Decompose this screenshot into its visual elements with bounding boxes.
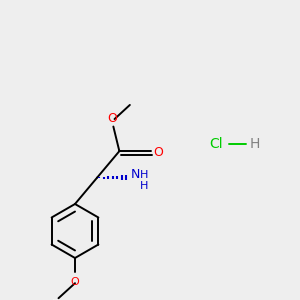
Text: H: H <box>140 170 148 180</box>
Text: O: O <box>70 277 80 286</box>
Text: H: H <box>140 181 148 191</box>
Text: H: H <box>249 137 260 151</box>
Text: methoxy: methoxy <box>53 298 59 300</box>
Text: N: N <box>131 168 140 182</box>
Text: Cl: Cl <box>209 137 223 151</box>
Text: O: O <box>107 112 117 125</box>
Text: O: O <box>153 146 163 159</box>
